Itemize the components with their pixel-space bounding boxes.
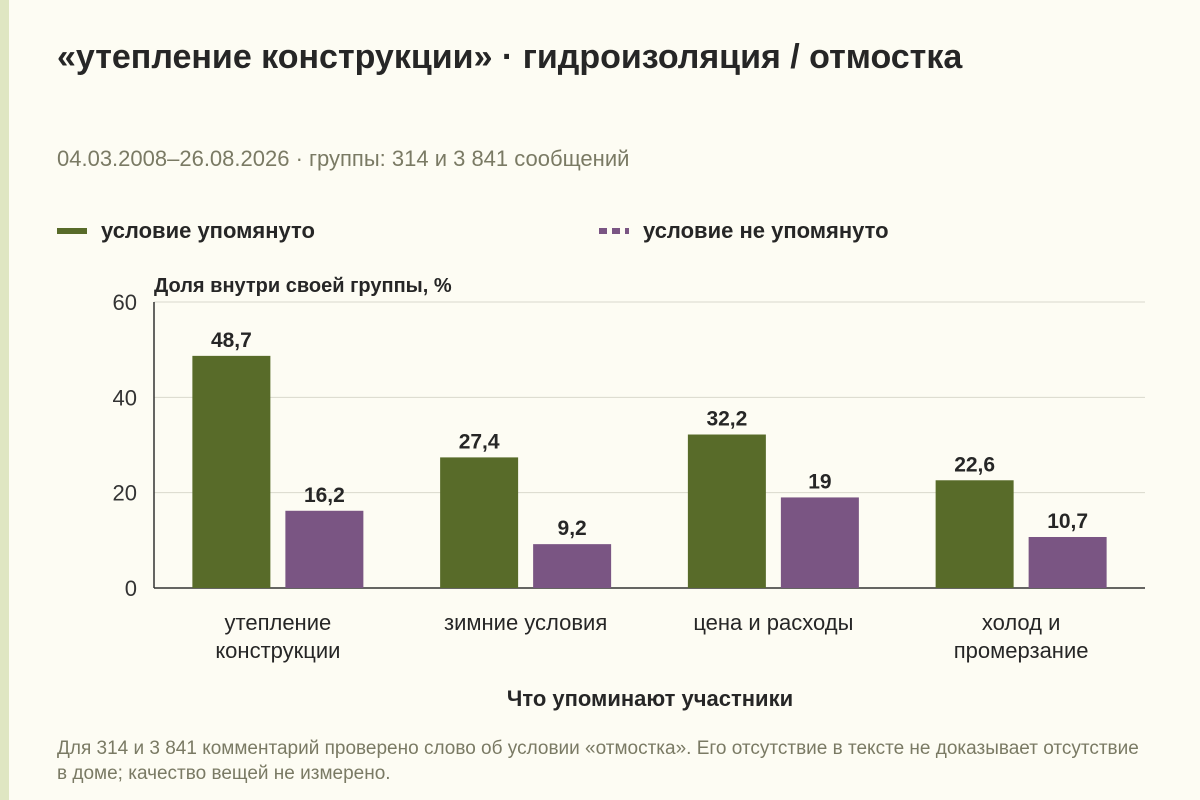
legend-swatch-not-mentioned xyxy=(599,228,629,234)
x-tick-label: утепление конструкции xyxy=(215,610,340,663)
y-tick-label: 20 xyxy=(113,481,137,506)
legend-item-not-mentioned: условие не упомянуто xyxy=(599,218,889,244)
data-label: 10,7 xyxy=(1047,510,1088,533)
x-tick-label: холод и промерзание xyxy=(954,610,1089,663)
data-label: 32,2 xyxy=(706,408,747,431)
y-axis-title: Доля внутри своей группы, % xyxy=(154,275,452,297)
y-tick-label: 0 xyxy=(125,576,137,601)
legend-label-not-mentioned: условие не упомянуто xyxy=(643,218,889,243)
left-accent-stripe xyxy=(0,0,9,800)
data-label: 19 xyxy=(808,470,831,493)
bar xyxy=(687,434,766,588)
bar xyxy=(285,510,364,588)
legend-item-mentioned: условие упомянуто xyxy=(57,218,315,244)
data-label: 22,6 xyxy=(954,453,995,476)
bar xyxy=(192,355,271,588)
x-tick-label: цена и расходы xyxy=(693,610,853,635)
bar xyxy=(533,544,612,588)
bar xyxy=(1028,536,1107,588)
data-label: 27,4 xyxy=(459,430,500,453)
data-label: 16,2 xyxy=(304,484,345,507)
data-label: 9,2 xyxy=(558,517,587,540)
bar xyxy=(440,457,519,588)
legend-swatch-mentioned xyxy=(57,228,87,234)
legend-label-mentioned: условие упомянуто xyxy=(101,218,315,243)
bar xyxy=(935,480,1014,588)
y-tick-label: 60 xyxy=(113,290,137,315)
bar xyxy=(780,497,859,588)
footnote: Для 314 и 3 841 комментарий проверено сл… xyxy=(57,738,1139,784)
x-axis-title: Что упоминают участники xyxy=(506,686,794,711)
chart-subtitle: 04.03.2008–26.08.2026 · группы: 314 и 3 … xyxy=(57,146,630,171)
x-tick-label: зимние условия xyxy=(444,610,607,635)
chart-title: «утепление конструкции» · гидроизоляция … xyxy=(57,38,963,76)
data-label: 48,7 xyxy=(211,329,252,352)
y-tick-label: 40 xyxy=(113,385,137,410)
